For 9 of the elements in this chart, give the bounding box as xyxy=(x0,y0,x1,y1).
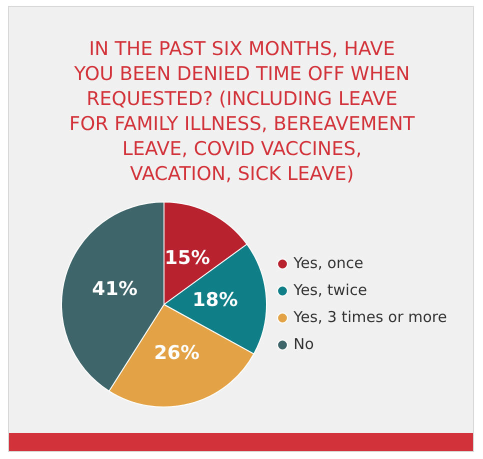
legend-label: No xyxy=(294,334,314,353)
legend-label: Yes, twice xyxy=(292,280,368,299)
data-label: 18% xyxy=(192,289,238,312)
legend-label: Yes, once xyxy=(292,254,364,272)
data-label: 15% xyxy=(164,246,210,269)
legend-label: Yes, 3 times or more xyxy=(292,308,448,326)
data-label: 26% xyxy=(154,342,200,364)
chart-title: IN THE PAST SIX MONTHS, HAVE YOU BEEN DENIED TIME OFF WHEN REQUESTED? (INCLUDING LEAVE FOR FAMILY ILLNESS, BEREAVEMENT LEAVE, COVID VACCINES, VACATION, SICK LEAVE) xyxy=(69,37,415,187)
data-label: 41% xyxy=(92,278,138,300)
